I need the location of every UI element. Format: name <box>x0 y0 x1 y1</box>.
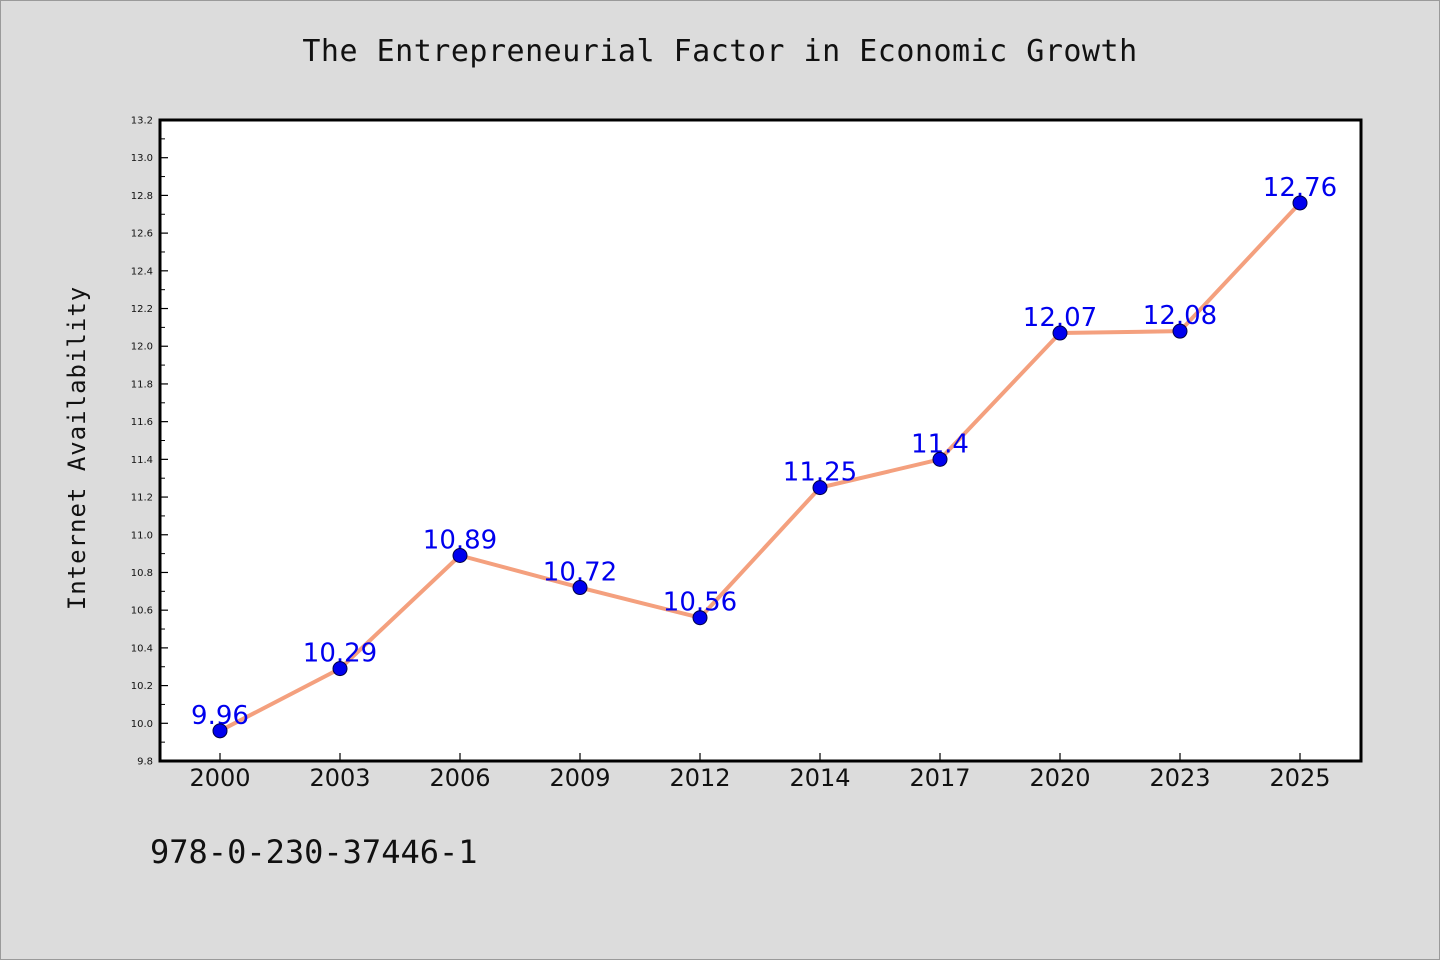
y-tick-label: 12.0 <box>131 342 153 353</box>
x-tick-label: 2006 <box>429 764 490 792</box>
y-tick-label: 12.8 <box>131 191 153 202</box>
x-tick-label: 2000 <box>189 764 250 792</box>
isbn-text: 978-0-230-37446-1 <box>150 833 478 871</box>
data-point <box>812 480 828 496</box>
data-point <box>692 610 708 626</box>
y-tick-label: 11.0 <box>131 530 153 541</box>
data-point <box>1172 323 1188 339</box>
data-point <box>452 548 468 564</box>
x-tick-label: 2023 <box>1149 764 1210 792</box>
x-tick-label: 2017 <box>909 764 970 792</box>
data-point <box>1052 325 1068 341</box>
y-tick-label: 12.2 <box>131 304 153 315</box>
y-tick-label: 10.2 <box>131 681 153 692</box>
y-tick-label: 9.8 <box>137 757 153 768</box>
y-tick-label: 13.2 <box>131 116 153 127</box>
y-tick-label: 13.0 <box>131 153 153 164</box>
data-point <box>1292 195 1308 211</box>
x-tick-label: 2009 <box>549 764 610 792</box>
data-point <box>212 723 228 739</box>
plot-border <box>158 118 1363 763</box>
x-tick-label: 2020 <box>1029 764 1090 792</box>
chart-title: The Entrepreneurial Factor in Economic G… <box>302 34 1138 69</box>
plot-area <box>160 120 1361 761</box>
y-tick-label: 11.4 <box>131 455 153 466</box>
y-tick-label: 12.6 <box>131 229 153 240</box>
y-tick-label: 11.8 <box>131 379 153 390</box>
x-tick-label: 2012 <box>669 764 730 792</box>
data-point <box>932 451 948 467</box>
data-point <box>332 661 348 677</box>
series-line <box>218 200 1302 733</box>
y-tick-label: 10.6 <box>131 606 153 617</box>
y-tick-label: 11.6 <box>131 417 153 428</box>
y-tick-label: 10.4 <box>131 643 153 654</box>
x-tick-label: 2003 <box>309 764 370 792</box>
y-tick-label: 10.0 <box>131 719 153 730</box>
data-point <box>572 580 588 596</box>
x-tick-label: 2025 <box>1269 764 1330 792</box>
x-tick-label: 2014 <box>789 764 850 792</box>
y-tick-label: 11.2 <box>131 493 153 504</box>
y-tick-label: 12.4 <box>131 266 153 277</box>
y-tick-label: 10.8 <box>131 568 153 579</box>
